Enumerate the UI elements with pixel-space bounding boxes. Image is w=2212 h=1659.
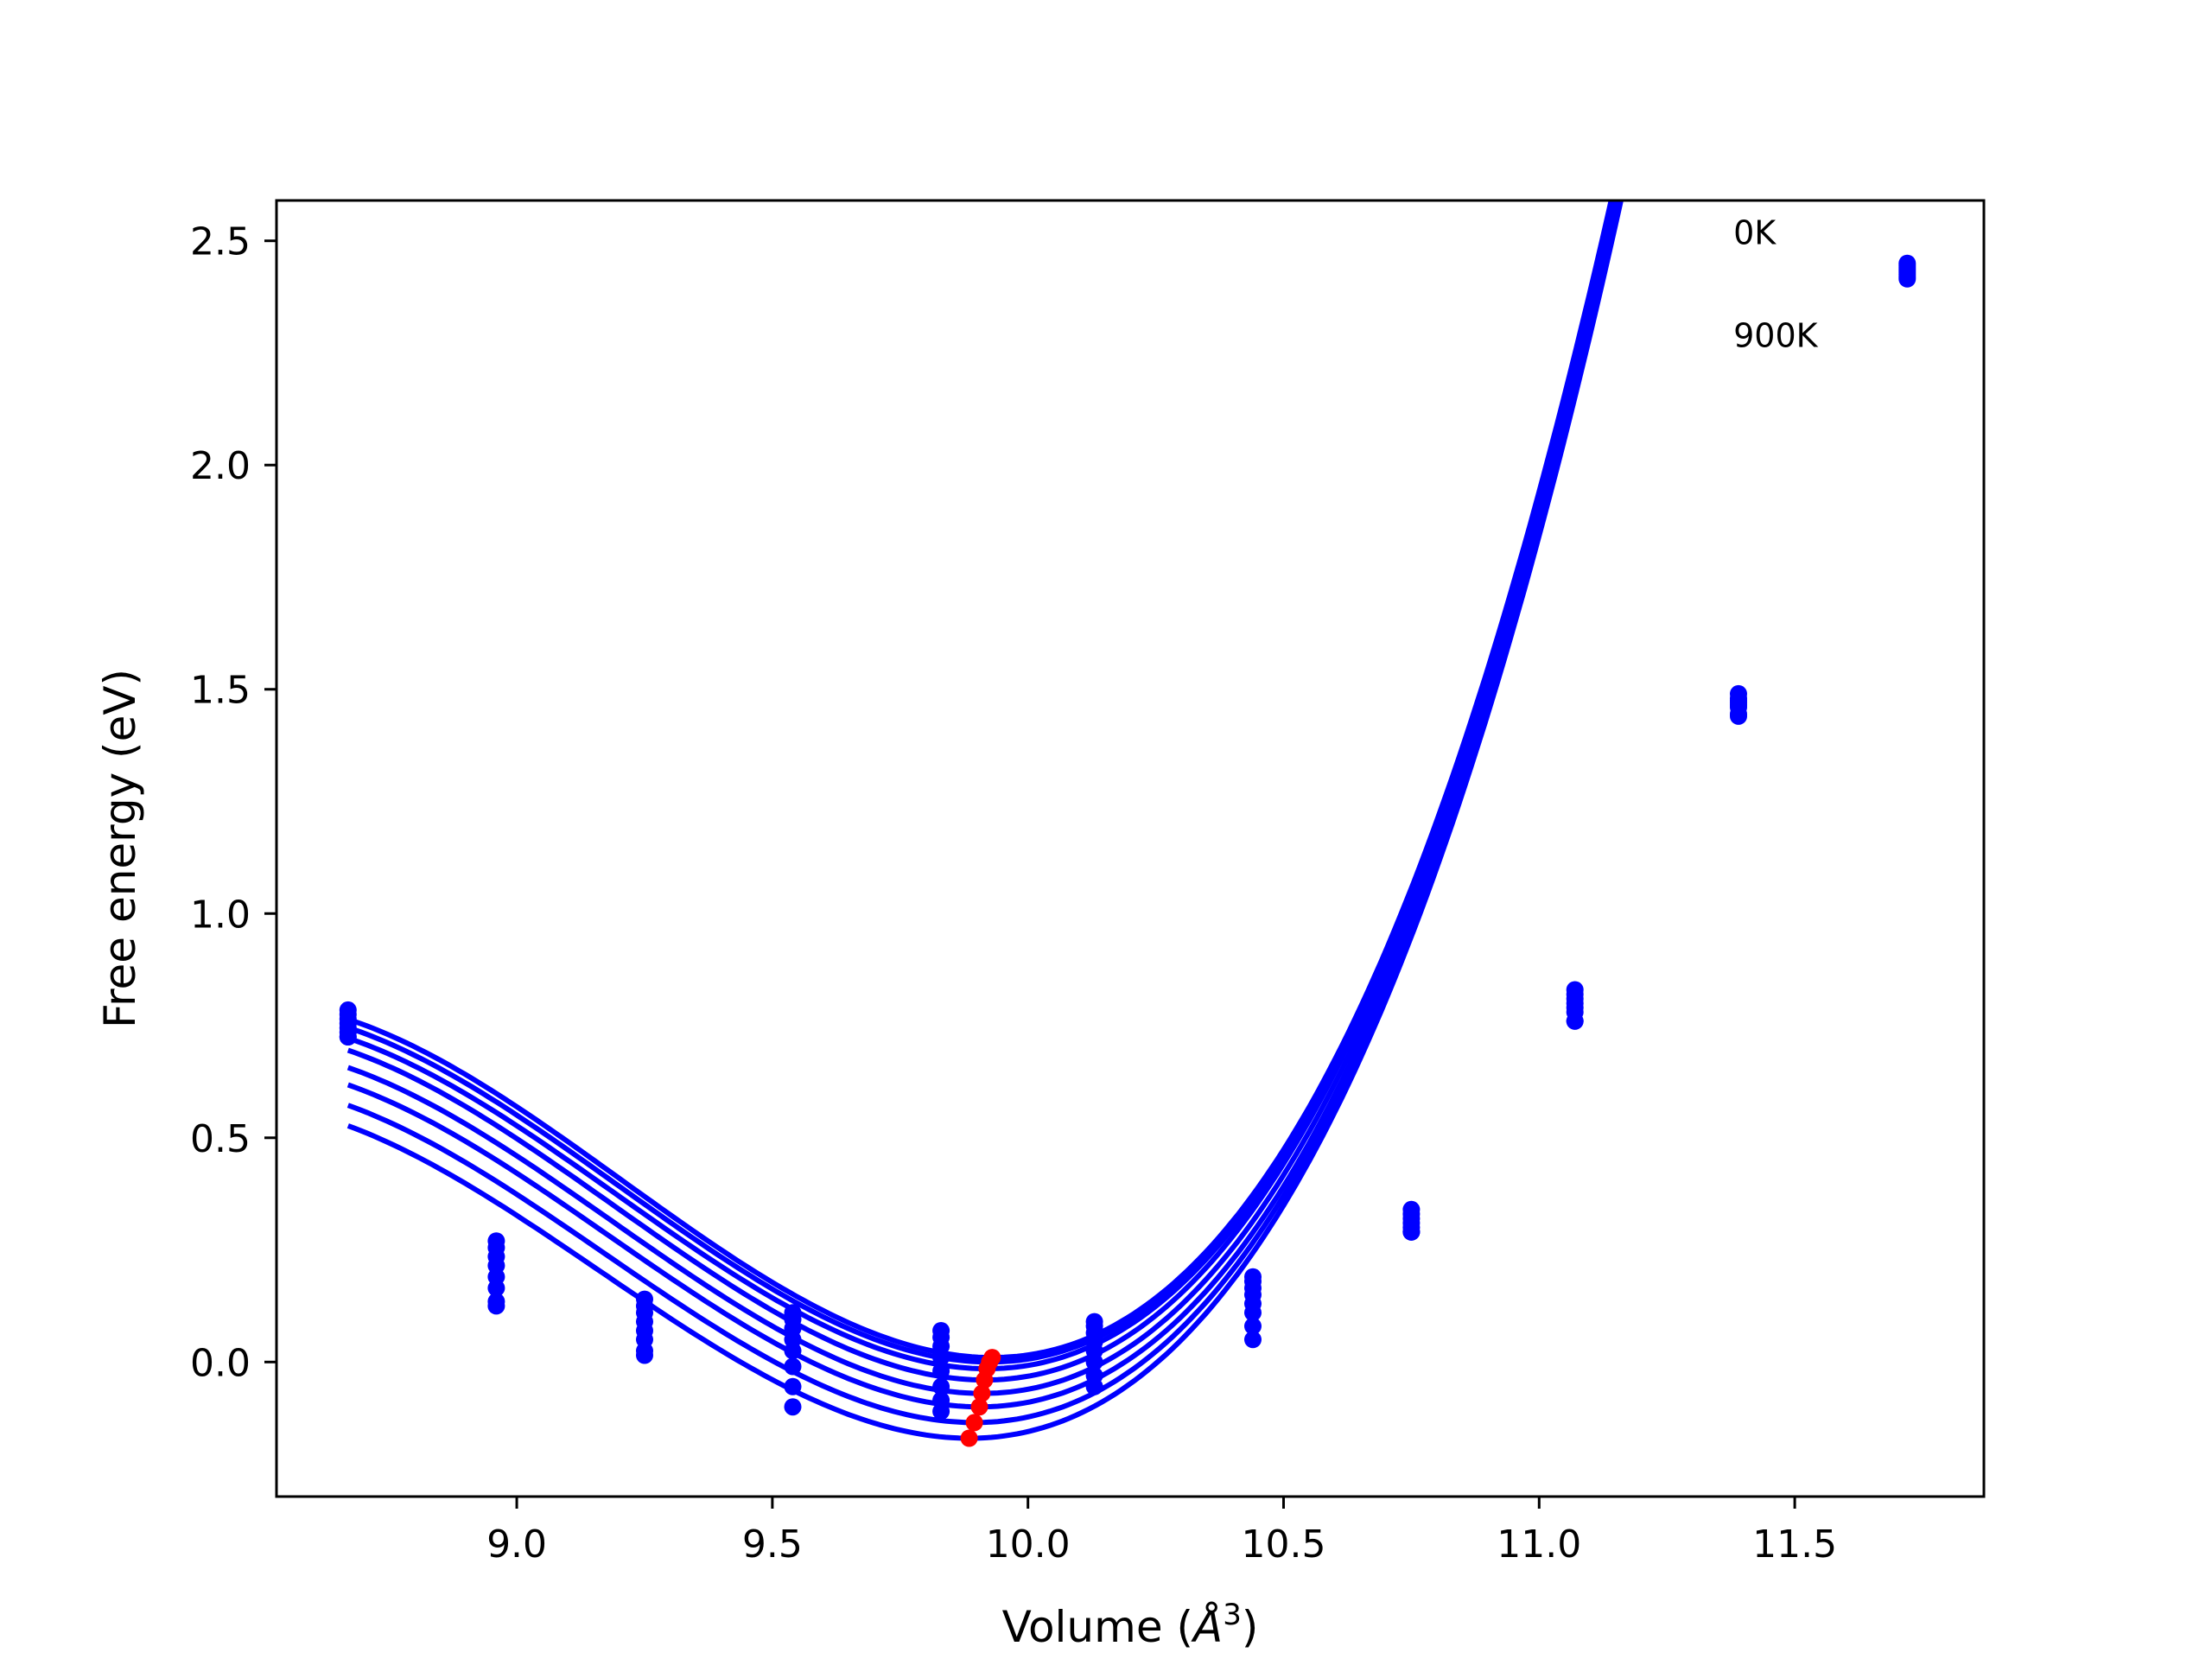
minimum-point (960, 1429, 978, 1447)
data-points (339, 254, 1916, 1421)
x-axis: 9.0 9.5 10.0 10.5 11.0 11.5 (486, 1497, 1837, 1567)
data-point (1085, 1377, 1103, 1395)
data-point (1898, 270, 1916, 288)
data-point (1402, 1223, 1421, 1241)
data-point (784, 1342, 802, 1360)
plot-frame (275, 199, 1986, 1498)
x-tick-label: 11.0 (1497, 1522, 1581, 1567)
y-tick-label: 2.5 (190, 220, 251, 264)
minimum-point (976, 1371, 994, 1389)
plot-area (339, 200, 1916, 1447)
annotations: 0K 900K (1733, 213, 1819, 354)
x-axis-label-exponent: 3 (1223, 1598, 1242, 1632)
x-axis-label: Volume (Å3) (1002, 1598, 1259, 1652)
x-tick-label: 10.0 (986, 1522, 1071, 1567)
data-point (1566, 1012, 1584, 1030)
y-axis: 0.0 0.5 1.0 1.5 2.0 2.5 (190, 220, 276, 1385)
data-point (784, 1377, 802, 1395)
fit-curve-5 (346, 200, 1619, 1396)
data-point (932, 1362, 950, 1380)
x-tick-label: 10.5 (1242, 1522, 1326, 1567)
fit-curve-1 (346, 200, 1614, 1361)
data-point (932, 1402, 950, 1421)
fit-curve-7 (346, 200, 1623, 1426)
temperature-label: 900K (1733, 317, 1819, 355)
temperature-label: 0K (1733, 213, 1777, 251)
data-point (932, 1377, 950, 1395)
data-point (636, 1346, 653, 1364)
data-point (339, 1028, 357, 1046)
x-axis-label-text: Volume ( (1002, 1602, 1193, 1652)
data-point (1244, 1331, 1262, 1349)
y-tick-label: 1.5 (190, 669, 251, 713)
x-axis-label-close: ) (1242, 1602, 1259, 1652)
data-point (1244, 1317, 1262, 1335)
y-tick-label: 2.0 (190, 444, 251, 488)
data-point (932, 1349, 950, 1367)
fit-curve-6 (346, 200, 1622, 1410)
data-point (1730, 707, 1747, 725)
minimum-point (970, 1398, 988, 1416)
y-tick-label: 1.0 (190, 893, 251, 937)
fit-curve-8 (346, 200, 1624, 1441)
fit-curves (346, 200, 1624, 1441)
minimum-point (973, 1384, 991, 1402)
fit-curve-3 (346, 200, 1617, 1372)
data-point (784, 1398, 802, 1416)
x-axis-label-symbol: Å (1191, 1602, 1223, 1652)
x-tick-label: 9.0 (486, 1522, 547, 1567)
y-axis-label: Free energy (eV) (95, 669, 145, 1028)
minimum-points (960, 1349, 1001, 1447)
y-tick-label: 0.0 (190, 1341, 251, 1385)
data-point (784, 1357, 802, 1376)
data-point (487, 1279, 505, 1297)
data-point (1085, 1353, 1103, 1371)
x-tick-label: 9.5 (742, 1522, 803, 1567)
y-tick-label: 0.5 (190, 1117, 251, 1161)
data-point (1244, 1304, 1262, 1322)
fit-curve-4 (346, 200, 1617, 1383)
fit-curve-2 (346, 200, 1615, 1365)
minimum-point (965, 1414, 983, 1432)
x-tick-label: 11.5 (1752, 1522, 1837, 1567)
data-point (487, 1297, 505, 1315)
